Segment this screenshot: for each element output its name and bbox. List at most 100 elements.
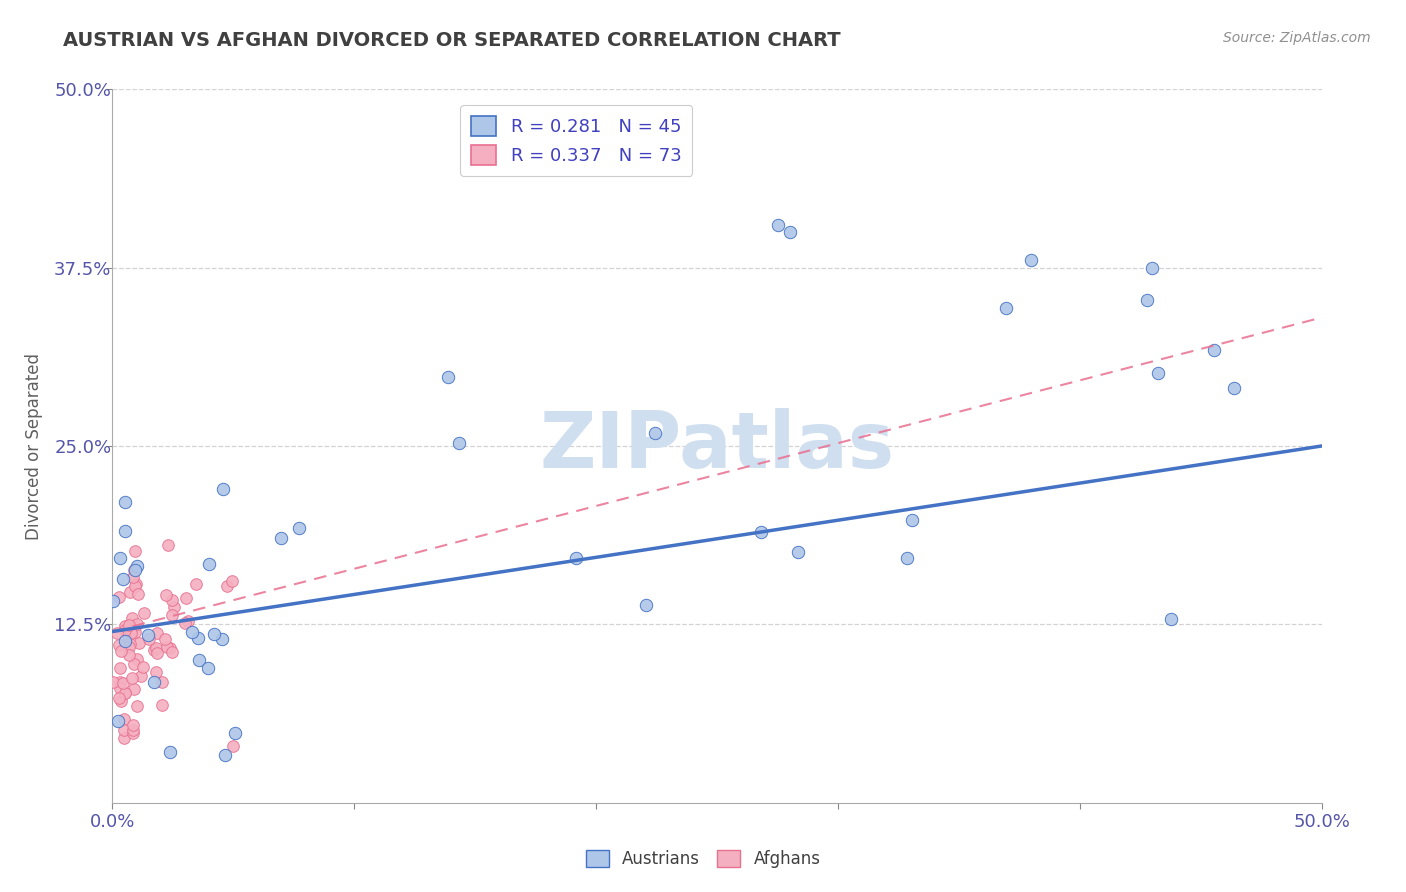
Point [107, 638, 129, 652]
Point [129, 669, 152, 683]
Point [114, 524, 136, 538]
Point [187, 653, 209, 667]
Point [766, 218, 789, 232]
Point [121, 611, 143, 625]
Point [186, 576, 208, 591]
Point [122, 726, 145, 740]
Point [108, 590, 131, 604]
Point [114, 619, 136, 633]
Point [118, 618, 141, 632]
Point [564, 551, 586, 566]
Point [211, 482, 233, 496]
Point [132, 607, 155, 621]
Point [270, 531, 292, 545]
Point [896, 551, 918, 566]
Point [131, 660, 153, 674]
Text: Source: ZipAtlas.com: Source: ZipAtlas.com [1223, 31, 1371, 45]
Point [101, 594, 124, 608]
Point [221, 574, 243, 588]
Point [124, 563, 146, 577]
Point [127, 559, 149, 574]
Point [222, 739, 245, 753]
Point [1147, 367, 1170, 381]
Point [122, 563, 145, 577]
Point [121, 623, 143, 637]
Point [124, 624, 146, 639]
Text: AUSTRIAN VS AFGHAN DIVORCED OR SEPARATED CORRELATION CHART: AUSTRIAN VS AFGHAN DIVORCED OR SEPARATED… [63, 31, 841, 50]
Point [1135, 293, 1157, 308]
Point [117, 648, 139, 662]
Point [146, 646, 169, 660]
Legend: R = 0.281   N = 45, R = 0.337   N = 73: R = 0.281 N = 45, R = 0.337 N = 73 [460, 105, 692, 176]
Point [112, 572, 135, 586]
Point [1223, 381, 1246, 395]
Point [749, 524, 772, 539]
Point [108, 691, 131, 706]
Point [122, 681, 145, 696]
Point [288, 521, 311, 535]
Point [145, 640, 167, 655]
Point [197, 557, 219, 571]
Point [124, 578, 146, 592]
Point [124, 544, 146, 558]
Point [108, 675, 131, 690]
Point [110, 694, 132, 708]
Point [160, 593, 183, 607]
Point [107, 714, 129, 729]
Point [994, 301, 1017, 316]
Point [163, 599, 186, 614]
Point [160, 608, 183, 623]
Point [121, 625, 143, 640]
Point [121, 671, 143, 685]
Point [1021, 253, 1043, 268]
Point [180, 624, 202, 639]
Point [122, 657, 145, 671]
Point [174, 591, 197, 606]
Point [114, 634, 136, 648]
Point [211, 632, 233, 646]
Point [447, 435, 470, 450]
Text: ZIPatlas: ZIPatlas [540, 408, 894, 484]
Point [103, 675, 125, 690]
Point [202, 627, 225, 641]
Point [118, 637, 141, 651]
Point [1142, 260, 1164, 275]
Point [127, 587, 149, 601]
Point [214, 747, 236, 762]
Point [162, 645, 184, 659]
Point [787, 545, 810, 559]
Point [159, 746, 181, 760]
Legend: Austrians, Afghans: Austrians, Afghans [579, 843, 827, 875]
Point [108, 550, 131, 565]
Point [197, 661, 219, 675]
Point [125, 698, 148, 713]
Point [108, 681, 131, 695]
Point [150, 675, 173, 690]
Point [136, 628, 159, 642]
Point [124, 577, 146, 591]
Point [112, 731, 135, 745]
Point [156, 640, 179, 655]
Point [110, 661, 132, 675]
Point [644, 425, 666, 440]
Point [150, 698, 173, 712]
Point [122, 570, 145, 584]
Point [138, 632, 160, 647]
Point [224, 726, 246, 740]
Point [110, 644, 132, 658]
Point [153, 632, 176, 646]
Point [779, 225, 801, 239]
Point [118, 585, 141, 599]
Point [186, 632, 208, 646]
Point [173, 615, 195, 630]
Point [128, 636, 150, 650]
Point [146, 626, 169, 640]
Point [118, 640, 141, 654]
Point [122, 718, 145, 732]
Point [1160, 612, 1182, 626]
Point [1202, 343, 1225, 357]
Point [155, 588, 177, 602]
Point [437, 370, 460, 384]
Point [125, 617, 148, 632]
Point [159, 641, 181, 656]
